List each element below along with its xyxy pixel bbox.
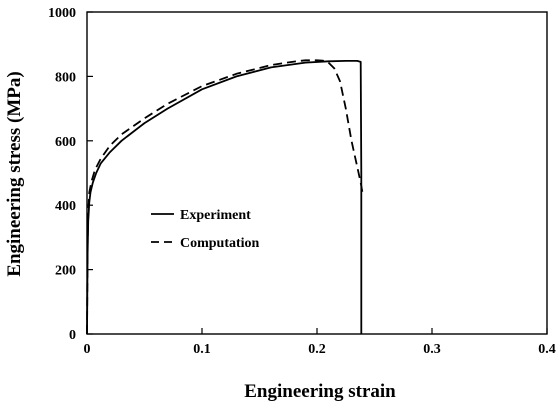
y-tick-label: 800: [55, 70, 76, 85]
x-tick-label: 0: [84, 342, 91, 357]
series-line-computation: [86, 59, 364, 335]
x-tick-label: 0.1: [193, 342, 211, 357]
legend-label-computation: Computation: [180, 236, 260, 251]
series-layer: [86, 59, 364, 335]
y-tick-label: 200: [55, 264, 76, 279]
legend: Experiment Computation: [151, 208, 260, 251]
legend-label-experiment: Experiment: [180, 208, 251, 223]
y-tick-label: 400: [55, 199, 76, 214]
x-tick-label: 0.2: [308, 342, 326, 357]
x-axis-title: Engineering strain: [244, 381, 396, 402]
x-tick-label: 0.3: [423, 342, 441, 357]
series-line-experiment: [86, 60, 363, 335]
y-axis-title: Engineering stress (MPa): [4, 71, 25, 276]
x-tick-label: 0.4: [538, 342, 556, 357]
y-tick-label: 0: [69, 328, 76, 343]
y-tick-label: 600: [55, 135, 76, 150]
y-tick-label: 1000: [48, 6, 76, 21]
axis-ticks: 0 0.1 0.2 0.3 0.4 0 200 400 600 800 1000: [48, 6, 556, 357]
